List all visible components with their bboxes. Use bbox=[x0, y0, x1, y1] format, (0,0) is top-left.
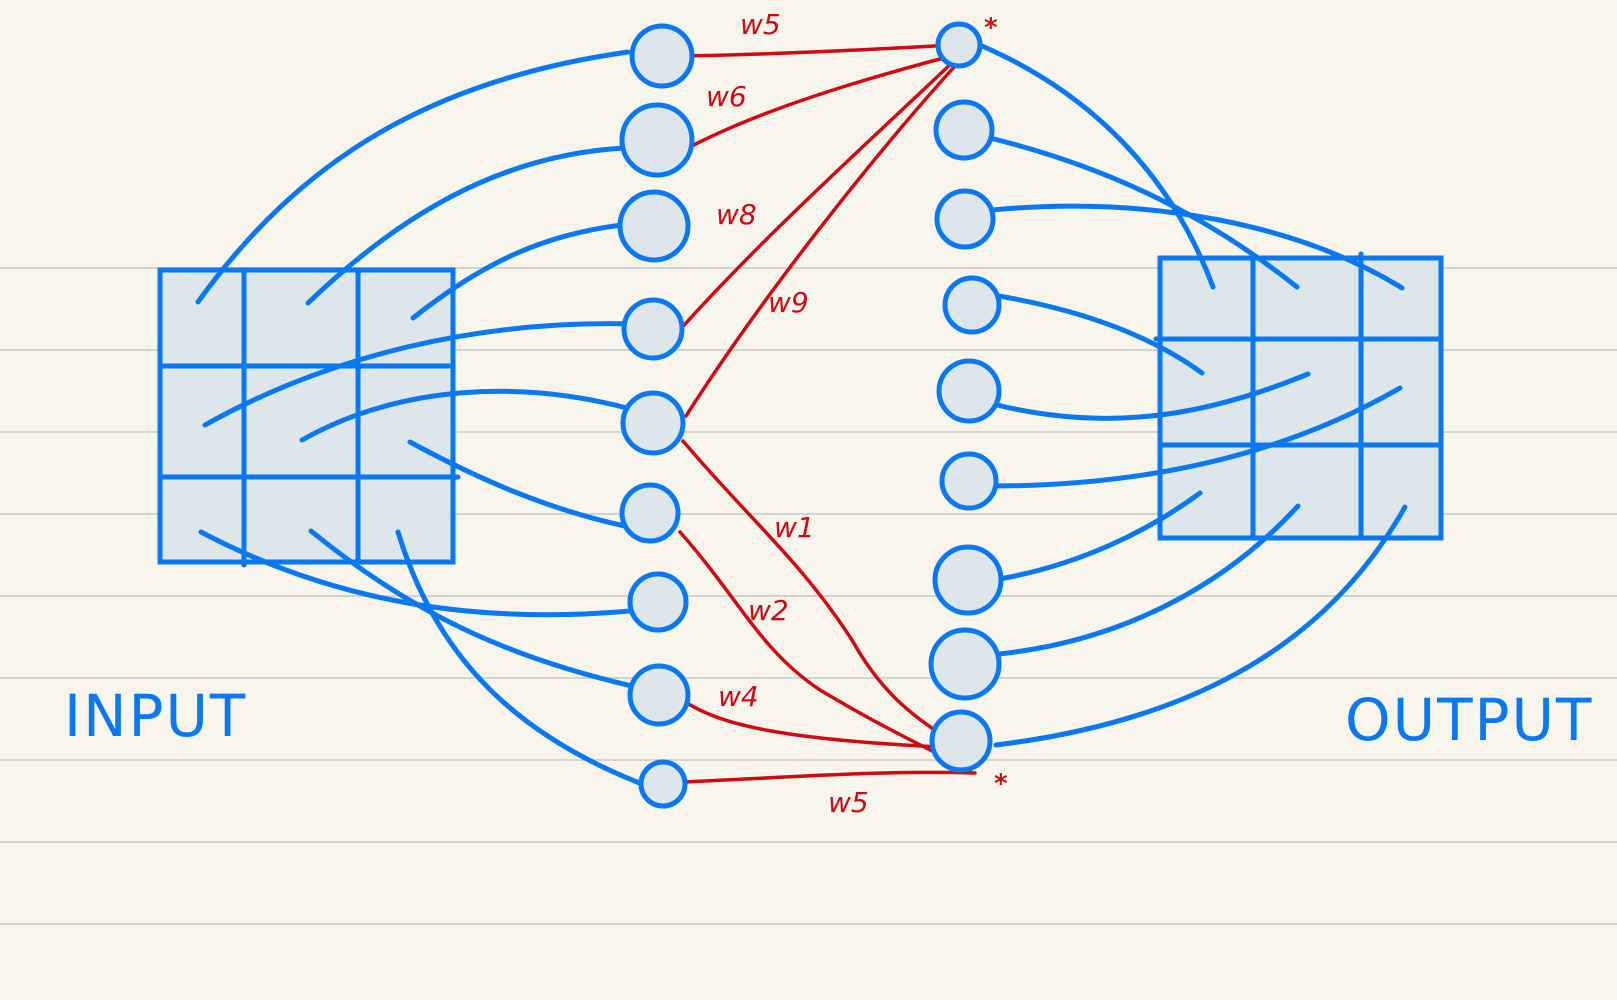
output-node-1 bbox=[935, 21, 983, 69]
input-column-nodes bbox=[617, 23, 695, 809]
input-grid bbox=[157, 267, 461, 568]
input-node-9 bbox=[638, 759, 688, 809]
output-node-5 bbox=[936, 358, 1002, 424]
weight-labels: w5 w6 w8 w9 w1 w2 w4 w5 bbox=[706, 8, 869, 819]
output-node-4 bbox=[942, 275, 1002, 335]
output-node-9 bbox=[929, 709, 993, 773]
weight-label-w5-top: w5 bbox=[740, 8, 781, 41]
output-node-2 bbox=[933, 99, 995, 161]
weight-label-w5-bottom: w5 bbox=[828, 786, 869, 819]
output-node-3 bbox=[934, 188, 996, 250]
weight-label-w6: w6 bbox=[706, 80, 747, 113]
input-connections bbox=[195, 49, 645, 787]
weight-label-w8: w8 bbox=[716, 198, 757, 231]
weight-label-w2: w2 bbox=[748, 594, 789, 627]
weight-label-w4: w4 bbox=[718, 680, 759, 713]
output-connections bbox=[972, 40, 1408, 748]
input-node-5 bbox=[620, 390, 686, 456]
output-grid bbox=[1153, 251, 1444, 541]
output-node-6 bbox=[939, 451, 999, 511]
target-mark-top: * bbox=[984, 13, 998, 43]
output-node-7 bbox=[932, 544, 1004, 616]
output-node-8 bbox=[928, 627, 1002, 701]
input-node-3 bbox=[617, 189, 691, 263]
weight-label-w1: w1 bbox=[774, 511, 815, 544]
output-label: OUTPUT bbox=[1345, 686, 1593, 754]
input-node-7 bbox=[627, 571, 689, 633]
weight-label-w9: w9 bbox=[768, 286, 809, 319]
input-node-6 bbox=[619, 482, 681, 544]
input-node-8 bbox=[627, 663, 691, 727]
input-node-2 bbox=[619, 102, 695, 178]
weight-connections bbox=[676, 43, 977, 784]
output-column-nodes bbox=[928, 21, 1004, 773]
input-node-1 bbox=[629, 23, 695, 89]
input-label: INPUT bbox=[64, 682, 247, 750]
input-node-4 bbox=[621, 297, 685, 361]
target-mark-bottom: * bbox=[994, 769, 1008, 799]
